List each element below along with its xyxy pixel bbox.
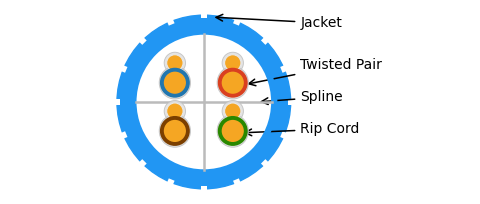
Ellipse shape bbox=[222, 52, 243, 74]
Bar bbox=[288, 99, 298, 105]
Bar bbox=[116, 63, 128, 73]
Ellipse shape bbox=[217, 67, 248, 99]
Bar bbox=[233, 14, 242, 26]
Bar bbox=[280, 131, 291, 141]
Bar bbox=[201, 186, 207, 196]
Circle shape bbox=[117, 15, 291, 189]
Ellipse shape bbox=[159, 67, 191, 99]
Bar bbox=[135, 34, 147, 45]
Circle shape bbox=[133, 32, 274, 172]
Bar bbox=[165, 178, 175, 190]
Bar bbox=[116, 131, 128, 141]
Ellipse shape bbox=[217, 115, 248, 147]
Bar bbox=[280, 63, 291, 73]
Bar bbox=[201, 8, 207, 18]
Ellipse shape bbox=[222, 101, 243, 122]
Text: Rip Cord: Rip Cord bbox=[245, 122, 360, 136]
Circle shape bbox=[220, 70, 246, 96]
Circle shape bbox=[167, 103, 183, 119]
Bar bbox=[261, 159, 272, 170]
Text: Jacket: Jacket bbox=[216, 14, 342, 30]
Circle shape bbox=[225, 55, 241, 71]
Text: Spline: Spline bbox=[261, 90, 343, 104]
Bar bbox=[110, 99, 120, 105]
Bar bbox=[233, 178, 242, 190]
Ellipse shape bbox=[164, 52, 186, 74]
Circle shape bbox=[162, 118, 188, 144]
Text: Twisted Pair: Twisted Pair bbox=[249, 58, 382, 86]
Ellipse shape bbox=[164, 101, 186, 122]
Ellipse shape bbox=[159, 115, 191, 147]
Circle shape bbox=[225, 103, 241, 119]
Circle shape bbox=[162, 70, 188, 96]
Bar bbox=[135, 159, 147, 170]
Circle shape bbox=[220, 118, 246, 144]
Bar bbox=[165, 14, 175, 26]
Circle shape bbox=[167, 55, 183, 71]
Bar bbox=[261, 34, 272, 45]
